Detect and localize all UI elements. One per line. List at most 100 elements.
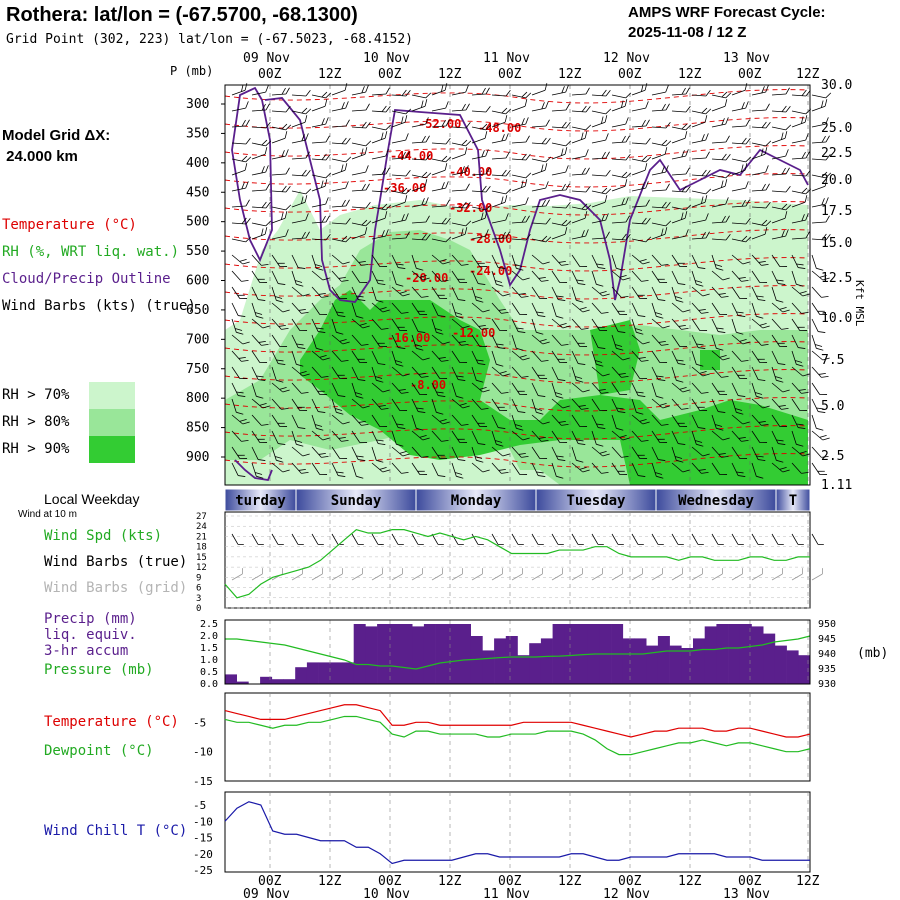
wind-barb: [371, 105, 391, 113]
wind-barb-feather: [479, 266, 488, 268]
wind-barb: [591, 318, 608, 332]
wind-barb-feather: [239, 419, 247, 422]
wind-barb-feather: [261, 343, 269, 346]
wind-barb-shaft: [471, 190, 486, 193]
wind-barb: [731, 101, 749, 112]
wind-barb-shaft: [691, 573, 703, 581]
wind-barb: [751, 318, 770, 329]
wind-barb: [431, 199, 450, 208]
wind-barb-shaft: [431, 318, 437, 333]
wind-barb-shaft: [371, 110, 386, 113]
wind-barb-feather: [319, 474, 328, 476]
wind-barb-feather: [419, 275, 427, 278]
wind-barb-feather: [516, 327, 524, 330]
wind-barb: [291, 107, 312, 115]
wind-barb-feather: [461, 166, 465, 174]
wind-barb-feather: [481, 150, 485, 158]
wind-barb: [671, 398, 689, 410]
wind-barb-true: [631, 533, 644, 545]
wind-barb-feather: [445, 218, 451, 225]
wind-barb-grid: [251, 568, 263, 581]
wind-barb-shaft: [751, 334, 762, 346]
wind-barb-shaft: [731, 462, 739, 476]
wind-barb: [511, 382, 528, 396]
wind-barb-grid: [671, 568, 683, 581]
wind-barb: [551, 286, 566, 301]
wind-barb-shaft: [451, 126, 466, 129]
wind-barb: [511, 302, 528, 316]
wind-barb-shaft: [491, 270, 497, 285]
wind-barb-shaft: [291, 190, 306, 195]
wind-barb: [411, 398, 426, 413]
wind-barb-feather: [776, 279, 784, 282]
wind-barb-feather: [761, 86, 765, 94]
wind-barb-feather: [578, 404, 586, 407]
wind-barb-shaft: [631, 382, 639, 396]
wind-barb-shaft: [451, 382, 457, 397]
wind-barb-feather: [336, 411, 344, 415]
wind-barb-feather: [377, 342, 385, 344]
wind-barb-shaft: [251, 126, 266, 129]
wind-barb: [331, 218, 351, 225]
wind-barb-feather: [677, 543, 684, 545]
wind-barb: [731, 83, 748, 96]
wind-barb-feather: [425, 154, 431, 161]
wind-barb-shaft: [391, 94, 406, 97]
wind-barb-shaft: [691, 350, 697, 365]
wind-barb: [351, 140, 372, 147]
wind-barb-feather: [499, 330, 508, 332]
wind-barb: [251, 122, 271, 129]
precip-bar: [482, 650, 495, 684]
wind-barb-shaft: [611, 414, 617, 429]
wind-barb-shaft: [731, 430, 742, 442]
wind-barb: [331, 414, 350, 425]
weekday-label: T: [789, 493, 797, 509]
wind-barb-feather: [819, 314, 828, 316]
wind-barb: [611, 382, 628, 396]
wind-barb: [791, 350, 804, 367]
wind-barb: [771, 430, 786, 445]
wind-barb: [691, 133, 709, 144]
wind-barb: [531, 366, 548, 380]
wind-barb-shaft: [691, 110, 706, 115]
wind-barb: [451, 318, 470, 329]
wind-barb-feather: [641, 359, 649, 362]
wind-barb: [531, 235, 552, 243]
wind-barb-feather: [581, 167, 586, 175]
wind-barb-shaft: [671, 446, 677, 461]
wind-barb: [411, 366, 429, 378]
top-date-label: 13 Nov: [723, 51, 770, 66]
wind-barb-shaft: [631, 142, 646, 145]
wind-barb-feather: [721, 295, 729, 298]
wind-barb-feather: [496, 343, 504, 346]
wind-barb: [311, 153, 331, 161]
wind-barb: [651, 85, 669, 96]
wind-barb-shaft: [351, 91, 366, 96]
wind-barb-shaft: [371, 217, 386, 224]
wind-barb-feather: [597, 326, 605, 328]
wind-barb-shaft: [771, 334, 781, 347]
wind-speed-legend-label: Wind Spd (kts): [44, 528, 163, 544]
wind-barb-feather: [719, 355, 727, 358]
wind-barb-feather: [781, 167, 786, 175]
wind-barb-shaft: [291, 302, 302, 314]
wind-barb: [451, 201, 471, 209]
wind-barb-feather: [439, 458, 448, 460]
wind-barb-shaft: [771, 414, 781, 427]
wind-barb-shaft: [231, 125, 246, 128]
model-grid-label: Model Grid ΔX:: [2, 127, 111, 144]
wind-barb-shaft: [471, 286, 477, 301]
wind-barb-shaft: [411, 334, 417, 349]
wind-barb-grid: [391, 568, 403, 581]
wind-barb-feather: [598, 427, 606, 429]
wind-barb-feather: [525, 234, 531, 241]
wind-barb-shaft: [651, 414, 662, 426]
wind-barb-feather: [562, 405, 570, 409]
wind-barb: [451, 270, 468, 284]
wind-barb: [431, 83, 448, 96]
wind-barb-feather: [805, 213, 809, 221]
wind-barb-shaft: [771, 302, 783, 313]
wind-barb-shaft: [331, 382, 339, 396]
wind-barb-shaft: [811, 270, 823, 281]
wind-barb-shaft: [691, 254, 699, 268]
